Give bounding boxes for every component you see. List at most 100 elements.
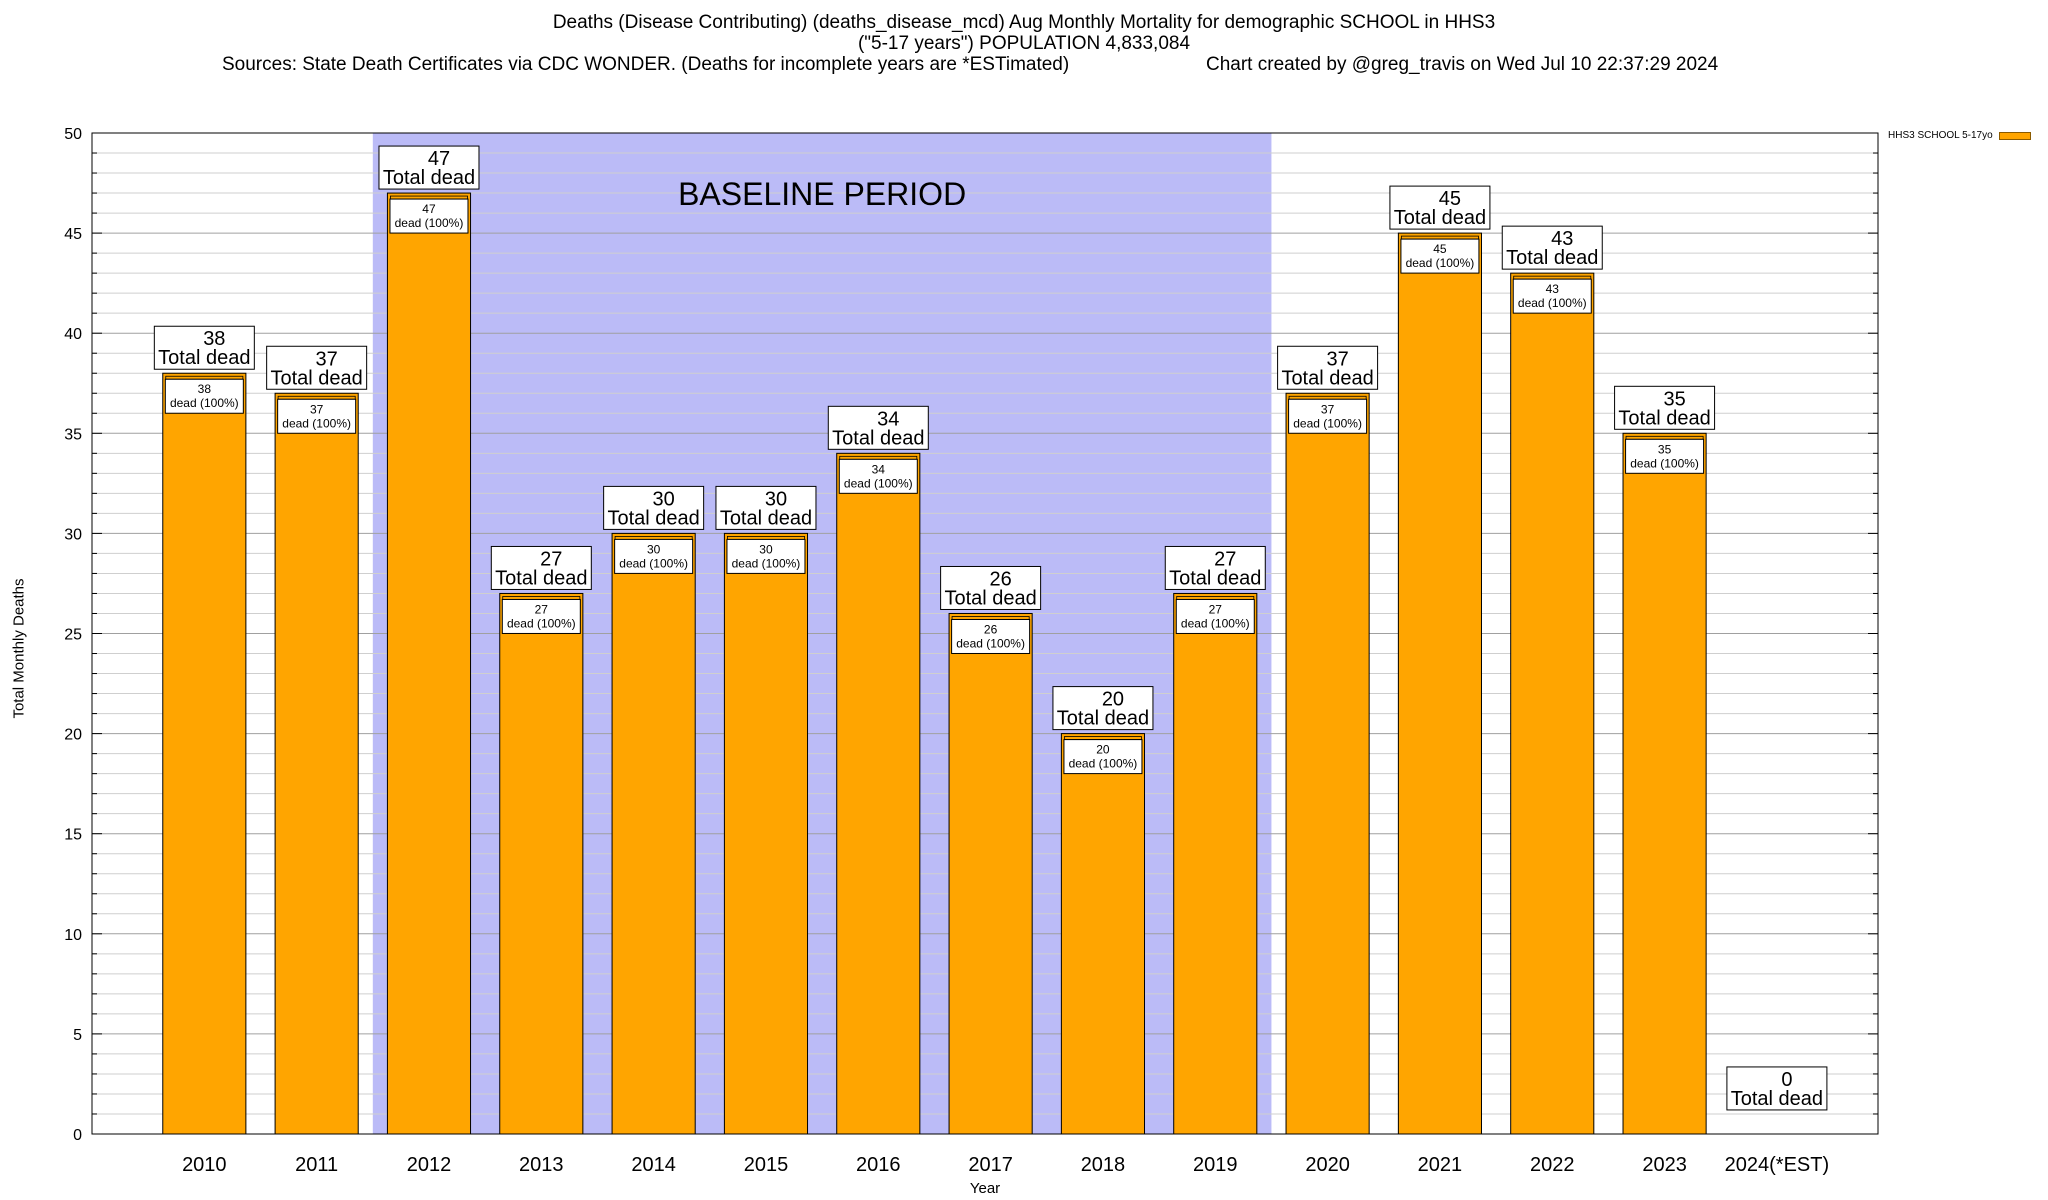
x-tick-label: 2019: [1193, 1154, 1238, 1176]
total-label-box: [153, 325, 255, 370]
bar: [611, 532, 696, 1135]
inner-label-box: [501, 598, 581, 634]
y-tick-label: 5: [73, 1027, 82, 1044]
y-tick-label: 30: [64, 526, 82, 543]
inner-value-label: 34: [872, 462, 886, 476]
x-tick-label: 2011: [295, 1154, 338, 1176]
x-tick-label: 2013: [519, 1154, 564, 1176]
total-dead-label: Total dead: [495, 567, 587, 589]
x-axis-label: Year: [969, 1180, 1001, 1197]
total-label-box: [1277, 345, 1379, 390]
inner-label-box: [726, 538, 806, 574]
x-tick-label: 2015: [744, 1154, 789, 1176]
inner-label-box: [1288, 398, 1368, 434]
y-axis-label-wrap: Total Monthly Deaths: [4, 578, 34, 718]
bar: [1285, 392, 1370, 1135]
total-dead-label: Total dead: [1506, 247, 1598, 269]
bar: [162, 372, 247, 1135]
bar: [1060, 733, 1146, 1135]
total-dead-label: Total dead: [158, 347, 250, 369]
inner-label-box: [389, 198, 469, 234]
inner-label-box: [1512, 278, 1592, 314]
inner-label-box: [164, 378, 244, 414]
baseline-label: BASELINE PERIOD: [678, 176, 966, 212]
x-tick-label: 2016: [856, 1154, 901, 1176]
total-dead-label: Total dead: [1394, 207, 1486, 229]
y-tick-label: 10: [64, 927, 82, 944]
total-dead-label: Total dead: [1169, 567, 1261, 589]
total-value-label: 27: [540, 548, 562, 570]
bar: [723, 532, 809, 1135]
inner-label-box: [838, 458, 918, 494]
total-value-label: 26: [989, 568, 1011, 590]
legend-swatch: [1998, 131, 2031, 140]
legend-label: HHS3 SCHOOL 5-17yo: [1888, 130, 1993, 141]
total-dead-label: Total dead: [271, 367, 363, 389]
inner-label-box: [1625, 438, 1705, 474]
inner-percent-label: dead (100%): [844, 476, 913, 490]
inner-percent-label: dead (100%): [282, 416, 351, 430]
inner-value-label: 47: [422, 202, 436, 216]
bar: [948, 612, 1033, 1135]
inner-value-label: 30: [759, 542, 773, 556]
x-tick-label: 2021: [1418, 1154, 1463, 1176]
inner-percent-label: dead (100%): [732, 556, 801, 570]
total-dead-label: Total dead: [383, 167, 475, 189]
total-value-label: 30: [653, 488, 675, 510]
y-tick-label: 20: [64, 727, 82, 744]
total-value-label: 43: [1551, 228, 1573, 250]
total-label-box: [490, 545, 592, 590]
inner-label-box: [951, 618, 1031, 654]
inner-label-box: [614, 538, 694, 574]
bar: [836, 452, 921, 1135]
inner-percent-label: dead (100%): [507, 616, 576, 630]
total-value-label: 20: [1102, 689, 1124, 711]
total-dead-label: Total dead: [1618, 407, 1710, 429]
total-label-box: [827, 405, 929, 450]
x-tick-label: 2024(*EST): [1725, 1154, 1830, 1176]
x-tick-label: 2018: [1081, 1154, 1126, 1176]
total-dead-label: Total dead: [1057, 708, 1149, 730]
total-label-box: [378, 145, 480, 190]
total-value-label: 35: [1663, 388, 1685, 410]
total-value-label: 38: [203, 328, 225, 350]
x-tick-label: 2010: [182, 1154, 227, 1176]
y-axis-label: Total Monthly Deaths: [10, 578, 28, 719]
total-label-box: [266, 345, 368, 390]
chart-subtitle: ("5-17 years") POPULATION 4,833,084: [857, 33, 1191, 54]
total-label-box: [1501, 225, 1603, 270]
chart-title-block: Deaths (Disease Contributing) (deaths_di…: [0, 12, 2048, 54]
total-dead-label: Total dead: [944, 587, 1036, 609]
y-tick-label: 0: [73, 1127, 82, 1144]
total-value-label: 30: [765, 488, 787, 510]
total-label-box: [1614, 385, 1716, 430]
y-tick-label: 15: [64, 827, 82, 844]
total-dead-label: Total dead: [720, 507, 812, 529]
inner-value-label: 37: [1321, 402, 1335, 416]
inner-value-label: 20: [1096, 743, 1110, 757]
total-label-box: [940, 565, 1042, 610]
y-tick-label: 50: [64, 126, 82, 143]
total-dead-label: Total dead: [1281, 367, 1373, 389]
x-tick-label: 2017: [968, 1154, 1013, 1176]
total-value-label: 37: [316, 348, 338, 370]
inner-percent-label: dead (100%): [956, 636, 1025, 650]
total-label-box: [715, 485, 817, 530]
total-label-box: [1726, 1066, 1828, 1111]
total-value-label: 37: [1326, 348, 1348, 370]
inner-value-label: 27: [535, 602, 549, 616]
inner-value-label: 35: [1658, 442, 1672, 456]
inner-percent-label: dead (100%): [1181, 616, 1250, 630]
inner-label-box: [1175, 598, 1255, 634]
bar: [499, 592, 584, 1135]
bar: [274, 392, 359, 1135]
inner-value-label: 30: [647, 542, 661, 556]
inner-label-box: [1063, 739, 1143, 775]
x-tick-label: 2020: [1305, 1154, 1350, 1176]
inner-value-label: 26: [984, 622, 998, 636]
total-label-box: [1389, 185, 1491, 230]
total-dead-label: Total dead: [607, 507, 699, 529]
total-dead-label: Total dead: [1731, 1088, 1823, 1110]
y-tick-label: 40: [64, 326, 82, 343]
